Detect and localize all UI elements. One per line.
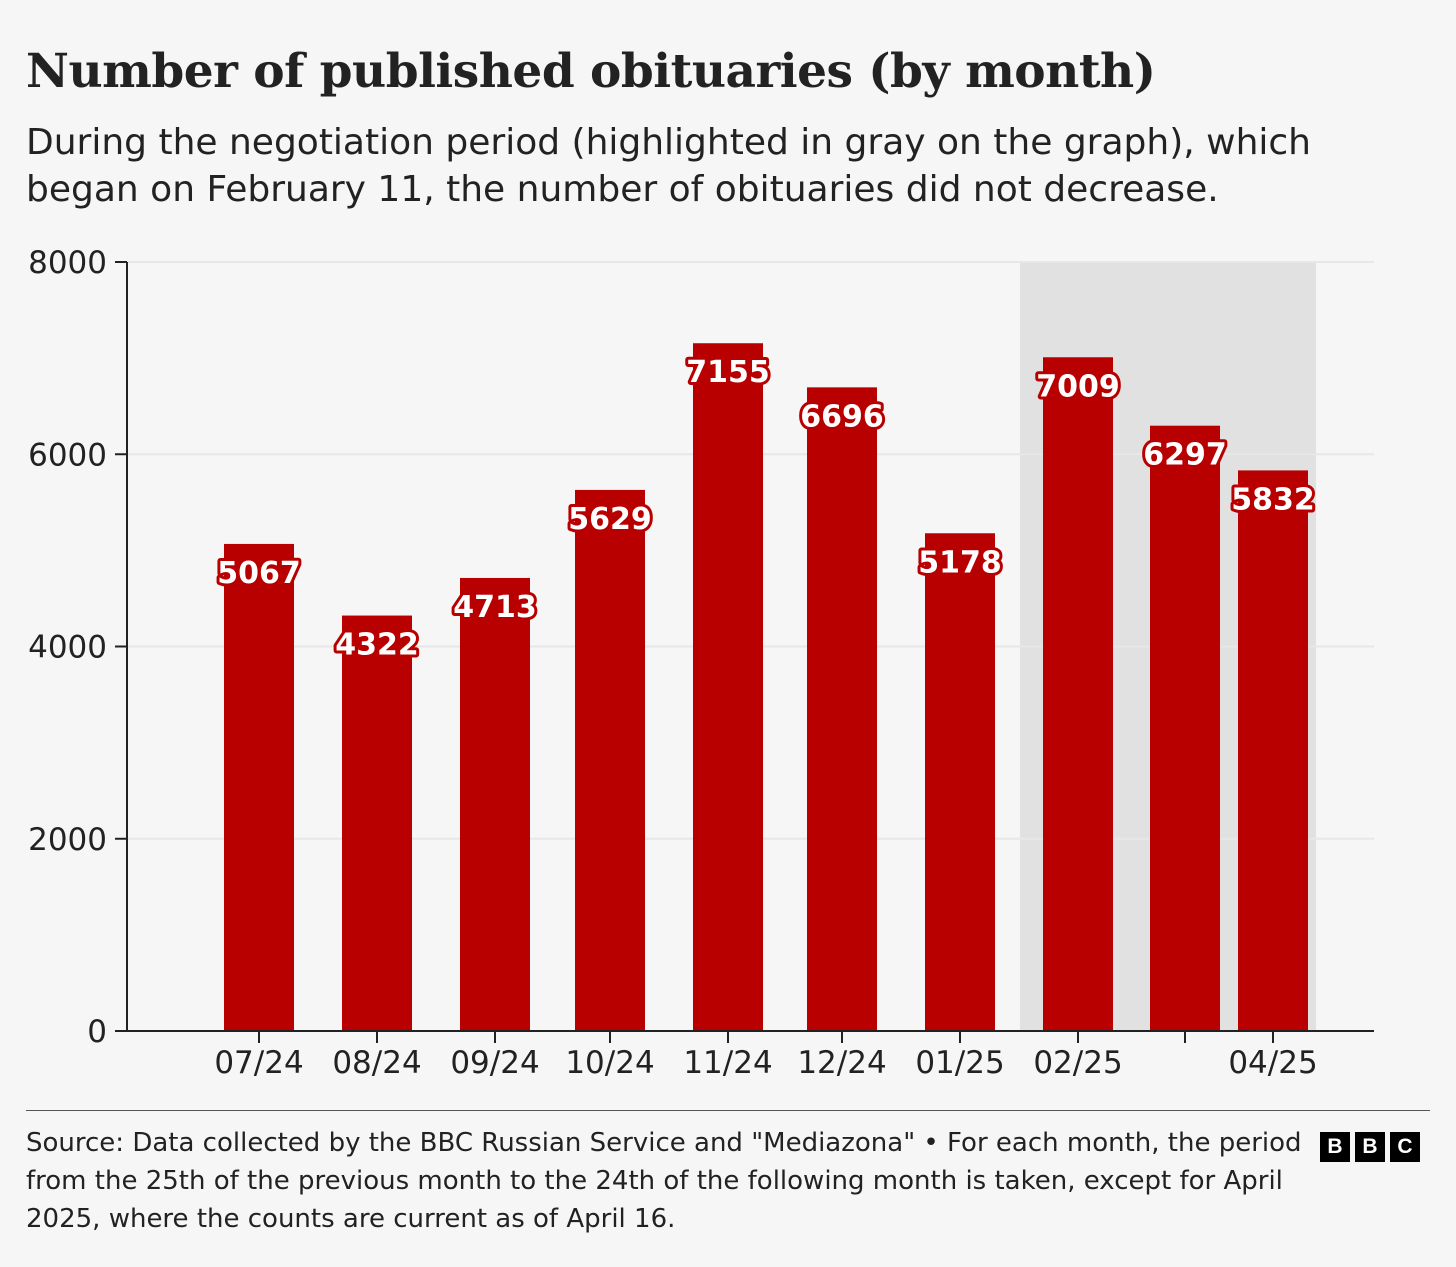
data-label: 5067 — [217, 556, 301, 591]
bar — [1238, 470, 1308, 1031]
axis-layer: 0 2000 4000 6000 8000 07/24 08/24 09/24 10/24 11/… — [28, 245, 1374, 1081]
footer-divider — [26, 1110, 1430, 1111]
x-tick-label: 11/24 — [683, 1045, 772, 1081]
bar — [342, 615, 412, 1031]
chart-title: Number of published obituaries (by month… — [26, 44, 1156, 99]
y-tick-label: 6000 — [28, 437, 107, 473]
data-label: 5178 — [918, 545, 1002, 580]
x-tick-label: 10/24 — [565, 1045, 654, 1081]
bbc-logo-block: B — [1320, 1132, 1350, 1162]
y-tick-label: 8000 — [28, 245, 107, 281]
data-label: 7155 — [686, 355, 770, 390]
y-tick-label: 0 — [87, 1014, 107, 1050]
bar — [807, 387, 877, 1031]
x-tick-label: 04/25 — [1228, 1045, 1317, 1081]
bbc-logo: B B C — [1320, 1132, 1420, 1162]
x-tick-label: 12/24 — [797, 1045, 886, 1081]
x-tick-label: 09/24 — [450, 1045, 539, 1081]
bar-chart: 0 2000 4000 6000 8000 07/24 08/24 09/24 10/24 11/… — [28, 245, 1374, 1081]
x-tick-label: 08/24 — [332, 1045, 421, 1081]
data-label: 5832 — [1231, 482, 1315, 517]
x-tick-label: 02/25 — [1033, 1045, 1122, 1081]
chart-subtitle: During the negotiation period (highlight… — [26, 122, 1311, 210]
y-tick-label: 2000 — [28, 822, 107, 858]
data-label: 7009 — [1036, 369, 1120, 404]
bar — [460, 577, 530, 1031]
source-note: Source: Data collected by the BBC Russia… — [26, 1128, 1302, 1234]
data-label: 6696 — [800, 399, 884, 434]
data-label: 4713 — [453, 590, 537, 625]
data-label: 4322 — [335, 628, 419, 663]
bbc-logo-block: B — [1355, 1132, 1385, 1162]
bar — [1150, 425, 1220, 1031]
bar — [575, 489, 645, 1032]
bar — [1043, 357, 1113, 1031]
data-label: 6297 — [1143, 438, 1227, 473]
bbc-logo-block: C — [1390, 1132, 1420, 1162]
y-tick-label: 4000 — [28, 630, 107, 666]
data-label: 5629 — [568, 502, 652, 537]
bar — [925, 533, 995, 1031]
bar — [693, 343, 763, 1032]
bar — [224, 543, 294, 1031]
x-tick-label: 01/25 — [915, 1045, 1004, 1081]
x-tick-label: 07/24 — [214, 1045, 303, 1081]
bar-layer — [224, 343, 1308, 1032]
